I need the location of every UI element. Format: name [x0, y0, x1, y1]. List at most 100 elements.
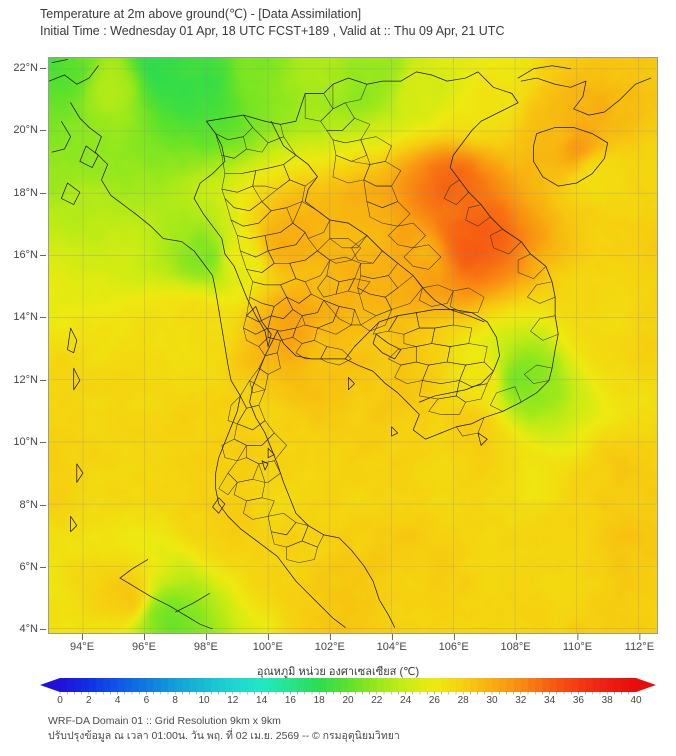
boundary-path	[277, 93, 558, 439]
boundary-path	[61, 183, 80, 205]
boundary-path	[222, 171, 256, 193]
x-tick-108: 108°E	[501, 634, 531, 653]
boundary-path	[120, 578, 213, 629]
boundary-path	[305, 93, 333, 121]
boundary-path	[243, 115, 283, 143]
boundary-path	[250, 282, 287, 307]
boundary-path	[388, 347, 416, 366]
boundary-path	[373, 334, 401, 359]
y-tick-8: 8°N	[20, 499, 46, 511]
colorbar-label-18: 18	[313, 695, 325, 706]
boundary-path	[432, 325, 472, 347]
colorbar-label-24: 24	[400, 695, 412, 706]
longitude-axis: 94°E 96°E 98°E 100°E 102°E 104°E 106°E 108°E 110…	[48, 634, 658, 660]
page-title: Temperature at 2m above ground(℃) - [Dat…	[40, 6, 660, 40]
boundary-path	[250, 331, 395, 627]
colorbar-label-26: 26	[428, 695, 440, 706]
x-tick-96: 96°E	[132, 634, 156, 653]
boundary-path	[330, 220, 367, 248]
y-tick-16: 16°N	[13, 249, 46, 261]
boundary-path	[206, 115, 252, 140]
boundary-path	[364, 161, 401, 186]
boundary-path	[262, 180, 305, 211]
boundary-path	[80, 146, 99, 168]
colorbar-right-arrow	[636, 678, 656, 692]
x-tickmark	[453, 634, 455, 640]
boundary-path	[216, 396, 346, 627]
boundary-path	[250, 368, 269, 393]
boundary-path	[271, 121, 484, 322]
colorbar-label-8: 8	[172, 695, 178, 706]
colorbar[interactable]: อุณหภูมิ หน่วย องศาเซลเซียส (℃) 0 2 4 6 8 10 1…	[0, 662, 676, 710]
x-tickmark	[329, 634, 331, 640]
y-tick-10: 10°N	[13, 436, 46, 448]
colorbar-label-32: 32	[515, 695, 527, 706]
boundary-path	[287, 294, 324, 316]
y-tick-18: 18°N	[13, 187, 46, 199]
boundary-path	[237, 235, 268, 257]
boundary-path	[450, 288, 484, 313]
x-tick-102: 102°E	[315, 634, 345, 653]
map-plot-area[interactable]	[48, 57, 658, 634]
colorbar-label-30: 30	[486, 695, 498, 706]
boundary-path	[206, 72, 512, 124]
boundary-path	[228, 396, 247, 424]
y-tick-20: 20°N	[13, 124, 46, 136]
boundary-path	[388, 223, 425, 248]
boundary-path	[321, 347, 352, 366]
latitude-axis: 4°N 6°N 8°N 10°N 12°N 14°N 16°N 18°N 20°N 22°N	[0, 57, 46, 635]
boundary-path	[392, 427, 398, 436]
y-tickmark	[40, 255, 46, 257]
boundary-path	[361, 251, 398, 279]
x-tickmark	[639, 634, 641, 640]
boundary-path	[234, 479, 265, 501]
title-line-1: Temperature at 2m above ground(℃) - [Dat…	[40, 7, 362, 21]
boundary-path	[253, 164, 290, 189]
boundary-path	[222, 186, 262, 211]
x-tick-104: 104°E	[377, 634, 407, 653]
colorbar-label-6: 6	[143, 695, 150, 706]
boundary-path	[321, 103, 355, 131]
colorbar-tick-labels: 0 2 4 6 8 10 12 14 16 18 20 22 24 26 28 30 32 34 36 38 40	[0, 695, 676, 709]
boundary-path	[524, 365, 552, 384]
y-tickmark	[40, 67, 46, 69]
boundary-path	[447, 343, 487, 365]
boundary-path	[120, 560, 148, 579]
y-tick-14: 14°N	[13, 311, 46, 323]
y-tickmark	[40, 192, 46, 194]
boundary-path	[71, 516, 77, 531]
footer-line-1: WRF-DA Domain 01 :: Grid Resolution 9km …	[48, 715, 281, 727]
x-tickmark	[577, 634, 579, 640]
x-tickmark	[267, 634, 269, 640]
boundary-path	[351, 235, 382, 263]
x-tickmark	[391, 634, 393, 640]
colorbar-label-2: 2	[86, 695, 92, 706]
boundary-path	[259, 461, 281, 483]
boundary-path	[404, 245, 441, 270]
boundary-path	[71, 103, 241, 396]
boundary-path	[345, 310, 499, 403]
map-gridlines	[49, 58, 657, 633]
colorbar-label-34: 34	[544, 695, 556, 706]
colorbar-label-40: 40	[630, 695, 642, 706]
boundary-path	[324, 300, 361, 325]
y-tick-22: 22°N	[13, 62, 46, 74]
boundary-path	[287, 541, 318, 563]
boundary-path	[231, 208, 293, 239]
boundary-path	[259, 353, 281, 375]
x-tickmark	[82, 634, 84, 640]
y-tickmark	[40, 130, 46, 132]
boundary-path	[444, 180, 469, 205]
y-tick-12: 12°N	[13, 374, 46, 386]
x-tick-112: 112°E	[625, 634, 654, 653]
boundary-path	[293, 202, 330, 239]
boundary-path	[416, 343, 450, 365]
boundary-path	[302, 526, 324, 548]
boundary-path	[52, 60, 67, 63]
boundary-path	[247, 306, 272, 346]
boundary-path	[358, 276, 398, 298]
colorbar-label-14: 14	[256, 695, 268, 706]
boundary-path	[77, 464, 83, 483]
colorbar-label-10: 10	[198, 695, 210, 706]
